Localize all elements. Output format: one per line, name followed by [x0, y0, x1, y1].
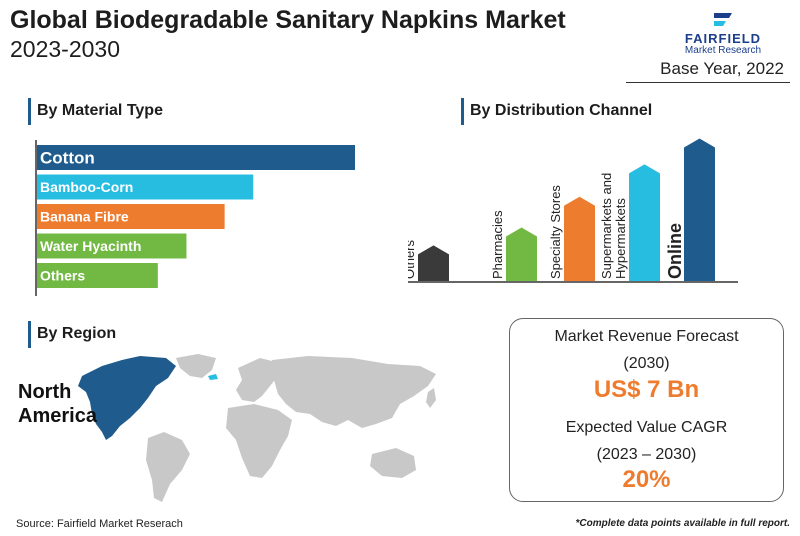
distribution-bar-others — [418, 245, 449, 281]
material-bar-label-water-hyacinth: Water Hyacinth — [40, 238, 141, 254]
company-logo: FAIRFIELD Market Research — [652, 10, 794, 56]
material-bar-water-hyacinth — [37, 233, 187, 259]
material-type-chart: Cotton Bamboo-Corn Banana Fibre Water Hyaci… — [35, 140, 355, 296]
greenland-shape — [176, 354, 216, 378]
footnote: *Complete data points available in full … — [575, 518, 790, 529]
highlight-region-label: North America — [18, 381, 97, 427]
distribution-bar-pharmacies — [506, 227, 537, 281]
distribution-label-supermarkets-and-hypermarkets-2: Hypermarkets — [613, 198, 628, 279]
revenue-value: US$ 7 Bn — [593, 376, 700, 403]
south-america-shape — [146, 432, 190, 502]
material-bar-cotton — [37, 145, 355, 170]
section-title-region: By Region — [28, 321, 116, 348]
base-year: Base Year, 2022 — [626, 59, 790, 83]
logo-name: FAIRFIELD — [684, 31, 762, 46]
fairfield-logo-icon — [714, 13, 732, 26]
asia-shape — [272, 356, 436, 428]
source-note: Source: Fairfield Market Reserach — [16, 518, 183, 530]
section-title-distribution: By Distribution Channel — [461, 98, 652, 125]
distribution-label-pharmacies: Pharmacies — [490, 210, 505, 279]
page-title: Global Biodegradable Sanitary Napkins Ma… — [10, 6, 566, 34]
cagr-label: Expected Value CAGR — [565, 419, 728, 436]
distribution-bar-online — [684, 138, 715, 281]
distribution-bar-specialty-stores — [564, 196, 595, 281]
europe-shape — [236, 358, 278, 402]
material-bar-label-cotton: Cotton — [40, 149, 95, 168]
material-bar-label-others: Others — [40, 268, 85, 284]
logo-subtitle: Market Research — [684, 45, 762, 56]
japan-shape — [426, 388, 436, 408]
distribution-label-specialty-stores: Specialty Stores — [548, 185, 563, 279]
section-title-material: By Material Type — [28, 98, 163, 125]
world-map — [78, 354, 436, 502]
distribution-label-supermarkets-and-hypermarkets-1: Supermarkets and — [599, 173, 614, 279]
distribution-label-online: Online — [665, 223, 685, 279]
material-bar-label-bamboo-corn: Bamboo-Corn — [40, 179, 133, 195]
distribution-label-others: Others — [408, 239, 417, 279]
iceland-shape — [208, 374, 218, 380]
page-subtitle: 2023-2030 — [10, 36, 120, 62]
forecast-box: Market Revenue Forecast (2030) US$ 7 Bn … — [509, 318, 784, 502]
africa-shape — [226, 404, 292, 478]
cagr-period: (2023 – 2030) — [596, 446, 697, 463]
australia-shape — [370, 448, 416, 478]
cagr-value: 20% — [622, 466, 671, 493]
revenue-label: Market Revenue Forecast — [554, 328, 739, 345]
distribution-bar-supermarkets-and-hypermarkets — [629, 164, 660, 281]
material-bar-others — [37, 263, 158, 288]
revenue-year: (2030) — [623, 355, 670, 372]
material-bar-label-banana-fibre: Banana Fibre — [40, 209, 129, 225]
north-america-shape — [78, 356, 176, 440]
material-bar-banana-fibre — [37, 204, 225, 229]
world-map-base — [146, 354, 436, 502]
material-bar-bamboo-corn — [37, 174, 254, 200]
distribution-channel-chart: Others Pharmacies Specialty Stores Supermar… — [408, 138, 738, 283]
